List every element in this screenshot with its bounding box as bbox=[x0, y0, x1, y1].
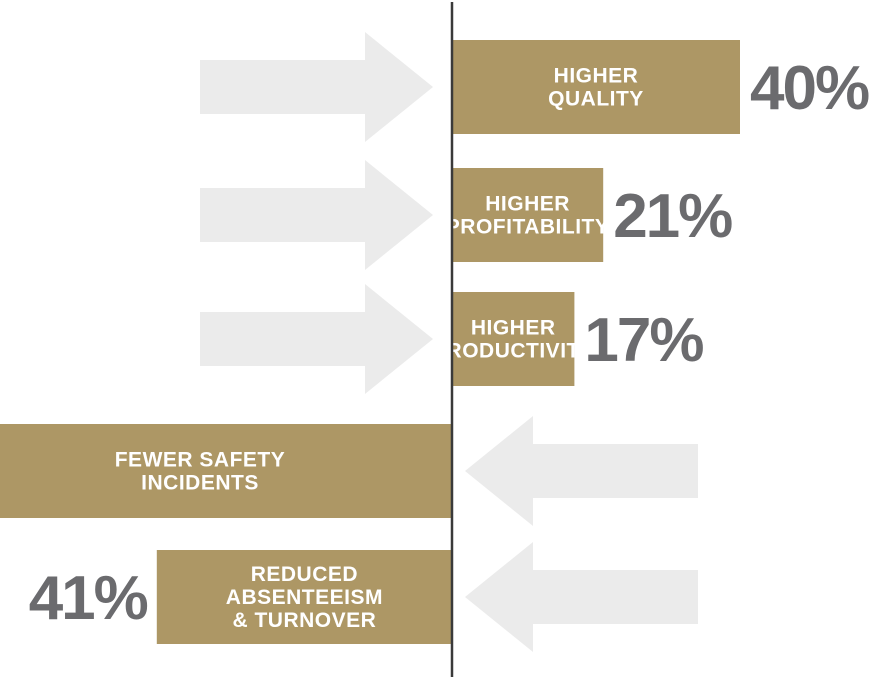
value-label-1: 40% bbox=[750, 54, 869, 123]
bar-1 bbox=[452, 40, 740, 134]
bar-label-1: HIGHER QUALITY bbox=[548, 65, 644, 111]
arrow-left-icon bbox=[465, 542, 698, 652]
arrow-left-icon bbox=[465, 416, 698, 526]
value-label-5: 41% bbox=[29, 564, 148, 633]
bar-2 bbox=[452, 168, 604, 262]
bars-layer: HIGHER QUALITY 40% HIGHER PROFITABILITY 21% HI… bbox=[0, 40, 871, 644]
bar-3 bbox=[452, 292, 575, 386]
value-label-2: 21% bbox=[613, 182, 732, 251]
arrows-layer bbox=[200, 32, 698, 652]
bar-label-5: REDUCED ABSENTEEISM & TURNOVER bbox=[226, 563, 383, 632]
arrow-right-icon bbox=[200, 32, 433, 142]
arrow-right-icon bbox=[200, 284, 433, 394]
bar-label-3: HIGHER PRODUCTIVITY bbox=[432, 317, 594, 363]
bar-label-4: FEWER SAFETY INCIDENTS bbox=[115, 449, 286, 495]
bar-5 bbox=[156, 550, 453, 644]
bar-4 bbox=[0, 424, 452, 518]
arrow-right-icon bbox=[200, 160, 433, 270]
value-label-3: 17% bbox=[584, 306, 703, 375]
bar-label-2: HIGHER PROFITABILITY bbox=[446, 193, 610, 239]
